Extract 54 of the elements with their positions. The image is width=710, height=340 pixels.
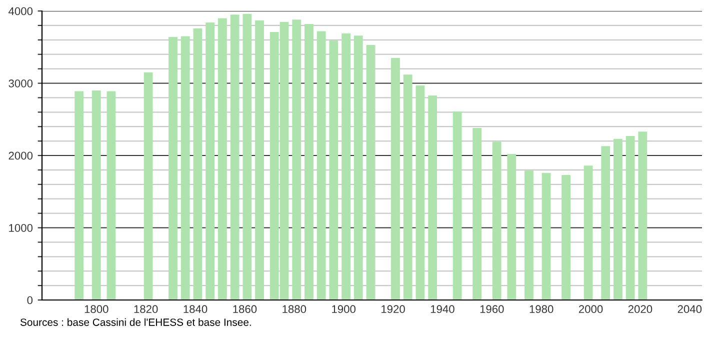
bar: [366, 44, 376, 300]
x-tick-label: 2000: [578, 305, 603, 314]
x-tick-label: 1800: [84, 305, 108, 314]
bar: [180, 36, 190, 300]
bar: [230, 14, 240, 300]
x-tick-label: 1980: [530, 305, 554, 314]
bar: [472, 128, 482, 300]
source-note: Sources : base Cassini de l'EHESS et base Insee.: [20, 318, 251, 326]
bar: [329, 40, 338, 300]
x-tick-label: 1820: [134, 305, 158, 314]
bar: [316, 31, 326, 300]
bar: [342, 33, 350, 300]
bar: [562, 175, 570, 300]
bar: [106, 91, 116, 300]
x-tick-label: 1880: [282, 305, 306, 314]
x-tick-label: 1920: [382, 305, 405, 314]
bar: [168, 37, 178, 300]
bar: [391, 58, 400, 300]
y-tick-label: 3000: [8, 80, 33, 88]
x-tick-label: 1840: [184, 305, 208, 314]
x-tick-label: 1900: [332, 305, 356, 314]
bar: [601, 146, 610, 300]
bar: [218, 18, 227, 300]
bar: [584, 166, 593, 300]
y-tick-label: 0: [27, 296, 33, 304]
bar: [452, 111, 462, 300]
x-tick-label: 2020: [628, 305, 652, 314]
bar: [193, 28, 202, 300]
bar: [304, 24, 314, 300]
y-tick-label: 4000: [8, 7, 33, 16]
bar: [255, 20, 264, 300]
bar: [206, 22, 215, 300]
bar: [542, 172, 551, 300]
bar: [242, 14, 252, 300]
bar: [507, 154, 516, 300]
bar: [428, 96, 438, 300]
y-tick-label: 2000: [8, 152, 33, 160]
bar: [292, 20, 302, 300]
x-tick-label: 1940: [430, 305, 454, 314]
bar: [403, 74, 412, 300]
bar: [492, 142, 502, 300]
bar: [626, 136, 635, 300]
bar: [92, 90, 101, 300]
bar: [416, 85, 425, 300]
y-tick-label: 1000: [9, 224, 33, 232]
bar: [524, 170, 534, 300]
bar: [74, 91, 84, 300]
bar: [144, 72, 153, 300]
bar: [354, 36, 363, 300]
x-tick-label: 1960: [480, 305, 504, 314]
bar: [638, 132, 648, 300]
x-tick-label: 1860: [233, 305, 257, 314]
bar: [614, 138, 622, 300]
x-tick-label: 2040: [678, 305, 702, 314]
